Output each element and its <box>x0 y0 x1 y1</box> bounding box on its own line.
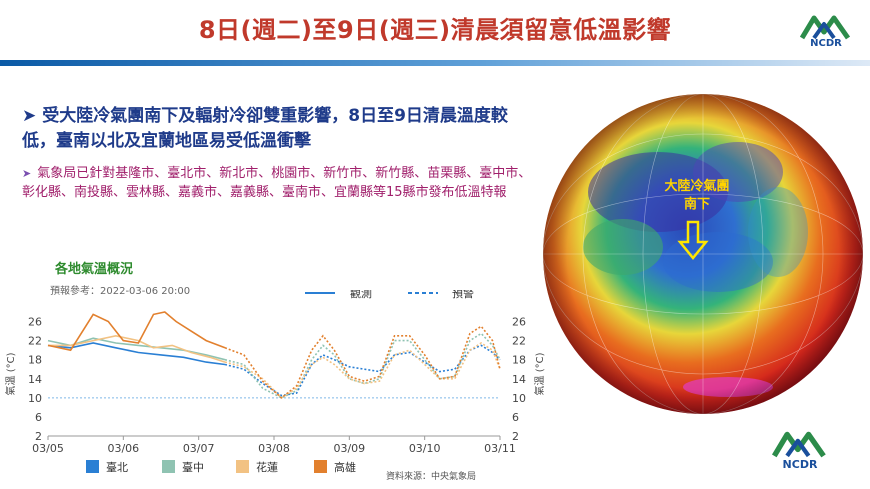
globe-annotation-line1: 大陸冷氣團 <box>664 179 730 194</box>
x-tick-label: 03/06 <box>107 442 139 455</box>
forecast-reference: 預報參考：2022-03-06 20:00 <box>50 286 191 297</box>
series-forecast-2 <box>224 342 501 399</box>
y-tick-label-left: 6 <box>35 411 42 424</box>
y-tick-label-right: 14 <box>512 373 526 386</box>
chart-grid <box>47 397 501 440</box>
x-tick-label: 03/07 <box>183 442 215 455</box>
main-bullet-text: 受大陸冷氣團南下及輻射冷卻雙重影響，8日至9日清晨溫度較低，臺南以北及宜蘭地區易… <box>22 106 508 151</box>
ncdr-logo-icon <box>771 431 826 458</box>
legend-hualien: 花蓮 <box>236 459 278 475</box>
x-tick-label: 03/05 <box>32 442 64 455</box>
series-observed-1 <box>47 337 226 361</box>
y-tick-label-right: 6 <box>512 411 519 424</box>
y-tick-label-right: 18 <box>512 354 526 367</box>
y-axis-label-right: 氣溫 (°C) <box>533 352 546 395</box>
y-tick-label-right: 10 <box>512 392 526 405</box>
ncdr-logo: NCDR <box>799 12 852 52</box>
x-tick-label: 03/09 <box>333 442 365 455</box>
arrow-bullet-icon: ➤ <box>22 106 37 126</box>
legend-taipei: 臺北 <box>86 459 128 475</box>
legend-swatch <box>162 460 175 473</box>
ncdr-logo-icon <box>799 15 851 40</box>
series-observed-0 <box>47 342 226 366</box>
y-tick-label-left: 26 <box>28 316 42 329</box>
y-axis-label-left: 氣溫 (°C) <box>4 352 17 395</box>
y-tick-label-right: 2 <box>512 430 519 443</box>
legend-observed-label: 觀測 <box>350 290 372 300</box>
logo-text: NCDR <box>810 38 842 49</box>
chart-title: 各地氣溫概況 <box>55 262 134 277</box>
sub-bullet-text: 氣象局已針對基隆市、臺北市、新北市、桃園市、新竹市、新竹縣、苗栗縣、臺中市、彰化… <box>22 166 532 200</box>
x-tick-label: 03/10 <box>409 442 441 455</box>
legend-swatch <box>86 460 99 473</box>
y-tick-label-left: 14 <box>28 373 42 386</box>
page-title: 8日(週二)至9日(週三)清晨須留意低溫影響 <box>198 16 672 44</box>
legend-hualien-label: 花蓮 <box>256 461 278 474</box>
header-bar: 8日(週二)至9日(週三)清晨須留意低溫影響 NCDR <box>0 0 870 66</box>
y-tick-label-right: 26 <box>512 316 526 329</box>
globe-annotation-line2: 南下 <box>683 197 710 212</box>
header-divider <box>0 60 870 66</box>
globe-annotation: 大陸冷氣團 南下 <box>652 178 742 214</box>
data-source: 資料來源：中央氣象局 <box>386 472 477 482</box>
legend-kaohsiung-label: 高雄 <box>334 461 356 474</box>
series-forecast-1 <box>224 332 501 399</box>
ncdr-logo-bottom: NCDR <box>770 428 830 472</box>
y-tick-label-left: 22 <box>28 335 42 348</box>
x-tick-label: 03/08 <box>258 442 290 455</box>
series-observed-2 <box>48 334 226 363</box>
x-tick-label: 03/11 <box>484 442 516 455</box>
globe-map <box>542 93 864 415</box>
y-tick-label-left: 10 <box>28 392 42 405</box>
legend-kaohsiung: 高雄 <box>314 459 356 475</box>
main-bullet: ➤ 受大陸冷氣團南下及輻射冷卻雙重影響，8日至9日清晨溫度較低，臺南以北及宜蘭地區… <box>22 104 532 154</box>
logo-text: NCDR <box>782 458 818 471</box>
chart-lines <box>47 311 501 399</box>
legend-taichung-label: 臺中 <box>182 461 204 474</box>
down-arrow-icon <box>677 220 709 260</box>
legend-forecast-label: 預警 <box>452 290 474 300</box>
y-tick-label-left: 2 <box>35 430 42 443</box>
series-observed-3 <box>47 311 226 352</box>
legend-taipei-label: 臺北 <box>106 461 128 474</box>
arrow-bullet-icon: ➤ <box>22 167 32 180</box>
legend-swatch <box>236 460 249 473</box>
legend-swatch <box>314 460 327 473</box>
y-tick-label-right: 22 <box>512 335 526 348</box>
series-forecast-3 <box>224 325 501 399</box>
legend-taichung: 臺中 <box>162 459 204 475</box>
sub-bullet: ➤ 氣象局已針對基隆市、臺北市、新北市、桃園市、新竹市、新竹縣、苗栗縣、臺中市、彰… <box>22 164 532 202</box>
y-tick-label-left: 18 <box>28 354 42 367</box>
